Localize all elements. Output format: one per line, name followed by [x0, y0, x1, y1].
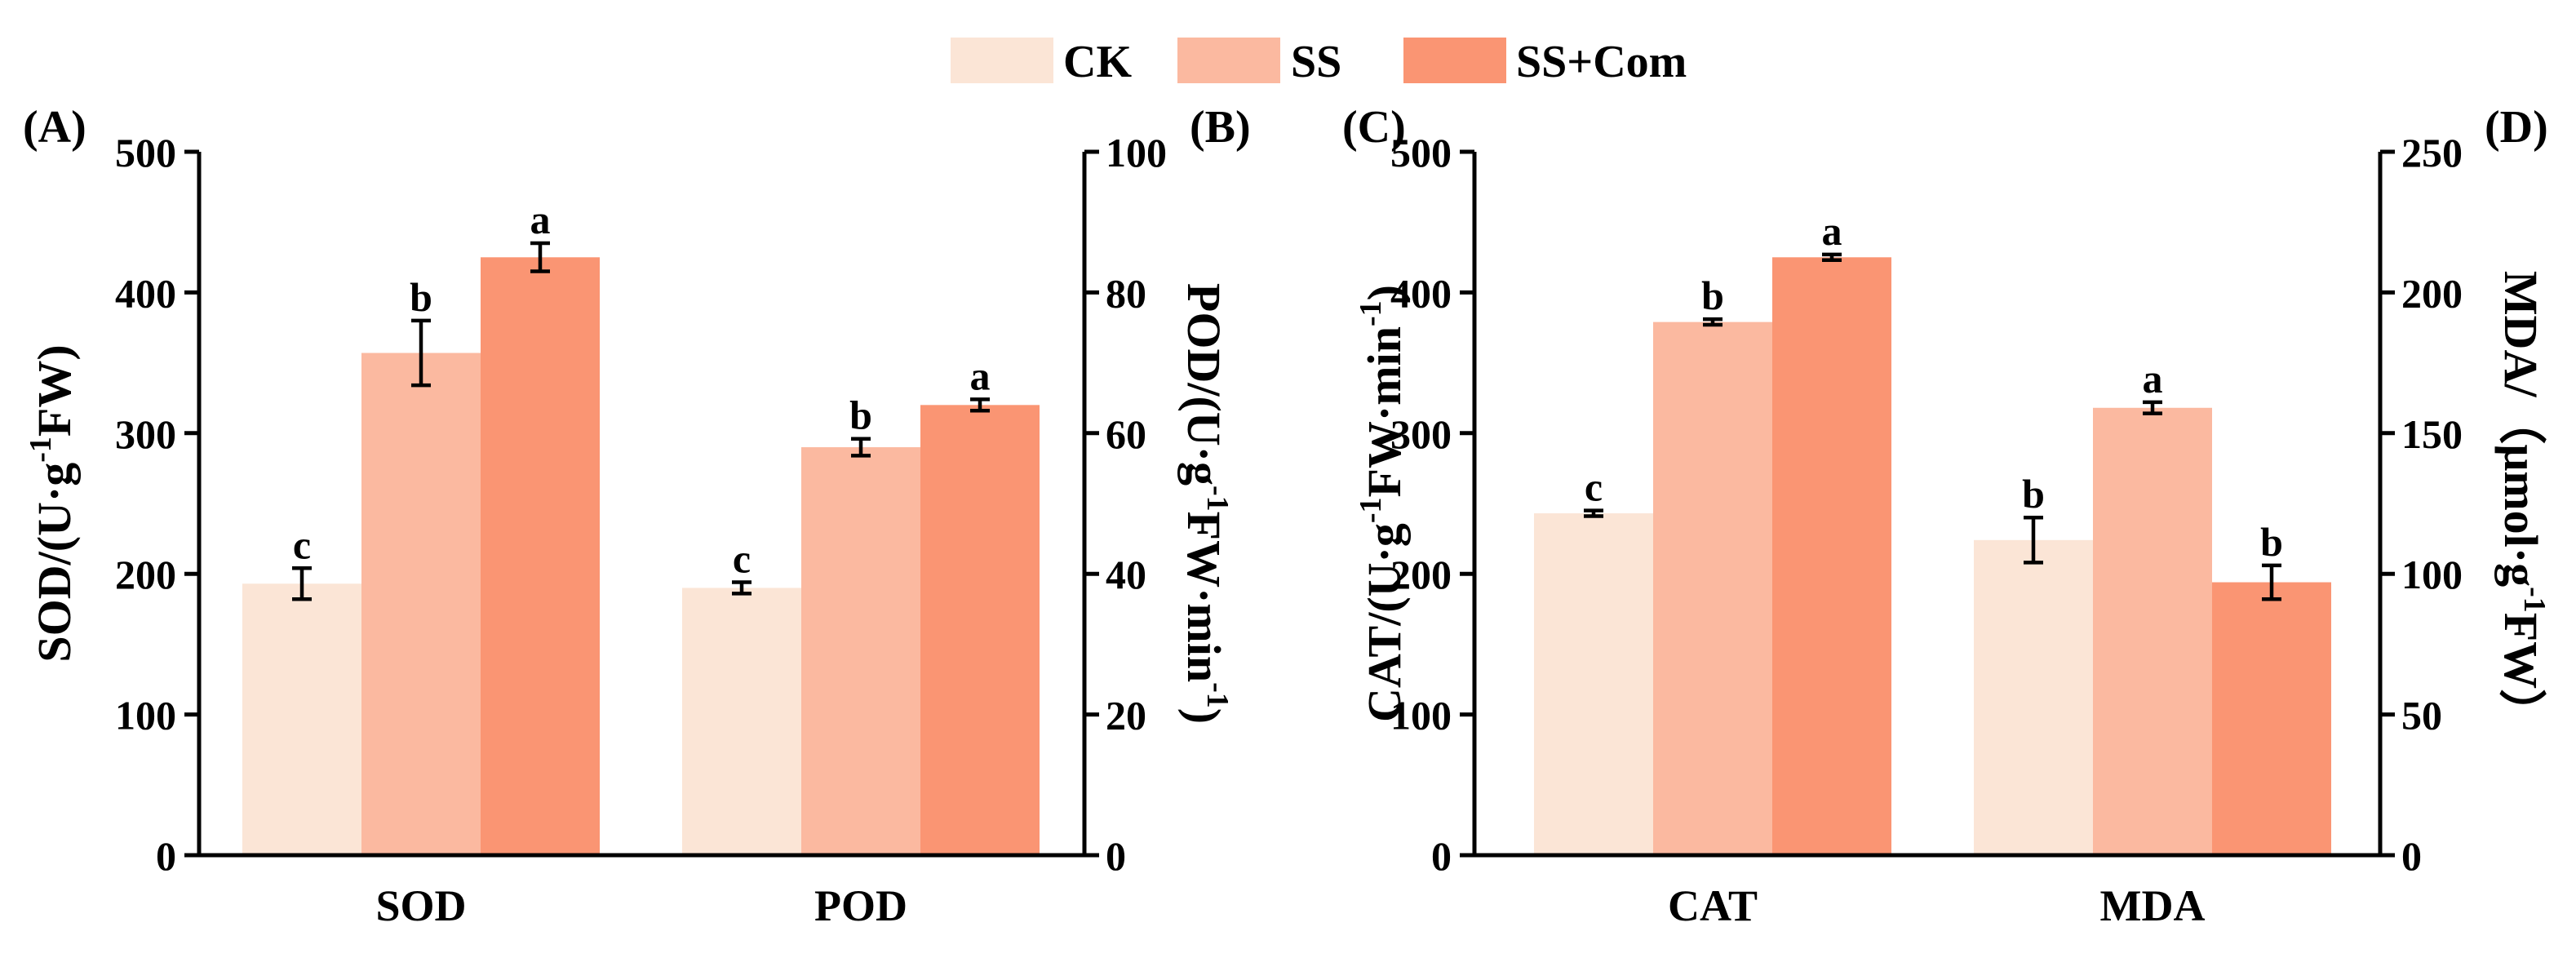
bar-pod-ss-com: [920, 405, 1040, 855]
significance-letter-cat-ss-com: a: [1822, 208, 1842, 254]
left-axis-tick-label: 300: [115, 411, 176, 457]
significance-letter-pod-ck: c: [733, 536, 751, 582]
significance-letter-sod-ck: c: [293, 521, 311, 567]
legend-label-ss-com: SS+Com: [1516, 37, 1687, 87]
right-axis-tick-label: 200: [2401, 270, 2463, 316]
error-bar-mda-ck: [2024, 515, 2043, 565]
right-axis-tick-label: 250: [2401, 130, 2463, 175]
error-bar-pod-ss: [851, 437, 871, 458]
bar-mda-ck: [1974, 539, 2093, 855]
x-category-label-mda: MDA: [2100, 881, 2206, 930]
error-bar-mda-ss: [2143, 400, 2162, 415]
significance-letter-cat-ck: c: [1585, 464, 1603, 510]
significance-letter-mda-ss: a: [2143, 356, 2163, 401]
bar-cat-ss: [1653, 322, 1772, 855]
bar-mda-ss-com: [2212, 582, 2331, 855]
significance-letter-sod-ss-com: a: [530, 197, 551, 242]
left-axis-tick-label: 0: [1431, 833, 1452, 879]
error-bar-pod-ck: [732, 580, 752, 596]
right-axis-tick-label: 0: [1106, 833, 1126, 879]
error-bar-cat-ck: [1584, 508, 1603, 518]
bar-mda-ss: [2093, 407, 2212, 855]
bar-pod-ck: [682, 588, 801, 855]
bar-sod-ss-com: [481, 257, 600, 855]
left-axis-title: SOD/(U·g-1FW): [24, 344, 81, 662]
right-axis-tick-label: 20: [1106, 693, 1146, 738]
x-category-label-cat: CAT: [1668, 881, 1758, 930]
right-axis-title: POD/(U·g-1FW·min-1): [1177, 283, 1235, 724]
left-axis-tick-label: 200: [1390, 552, 1452, 597]
panel-label-a: (A): [23, 102, 86, 153]
left-axis-tick-label: 100: [115, 693, 176, 738]
left-axis-tick-label: 400: [115, 270, 176, 316]
bar-pod-ss: [801, 447, 920, 855]
right-axis-tick-label: 40: [1106, 552, 1146, 597]
left-axis-tick-label: 0: [156, 833, 176, 879]
significance-letter-mda-ss-com: b: [2260, 519, 2283, 565]
legend-swatch-ss-com: [1403, 38, 1506, 83]
error-bar-pod-ss-com: [970, 397, 990, 413]
error-bar-mda-ss-com: [2262, 563, 2281, 601]
legend-swatch-ck: [951, 38, 1053, 83]
significance-letter-pod-ss-com: a: [970, 353, 991, 398]
error-bar-sod-ck: [292, 566, 312, 601]
right-axis-tick-label: 100: [1106, 130, 1167, 175]
error-bar-cat-ss: [1703, 317, 1723, 327]
legend: CK SS SS+Com: [951, 37, 1687, 87]
significance-letter-mda-ck: b: [2022, 471, 2045, 517]
panel-label-c: (C): [1342, 102, 1406, 153]
panel-label-b: (B): [1190, 102, 1251, 153]
panel-label-d: (D): [2485, 102, 2548, 153]
right-axis-tick-label: 60: [1106, 411, 1146, 457]
bar-sod-ss: [361, 353, 481, 856]
significance-letter-sod-ss: b: [410, 274, 432, 320]
right-axis-title: MDA/（μmol·g-1FW）: [2494, 271, 2552, 736]
error-bar-sod-ss: [411, 318, 431, 388]
left-axis-tick-label: 500: [115, 130, 176, 175]
chart-panel-sod-pod: c b a c b a 0 100 200 300 400 500 0 20 40 60 80 100 SOD POD…: [23, 102, 1251, 930]
right-axis-tick-label: 100: [2401, 552, 2463, 597]
left-axis-tick-label: 300: [1390, 411, 1452, 457]
right-axis-tick-label: 80: [1106, 270, 1146, 316]
legend-swatch-ss: [1177, 38, 1280, 83]
bar-cat-ck: [1534, 513, 1653, 855]
x-category-label-sod: SOD: [375, 881, 466, 930]
left-axis-tick-label: 500: [1390, 130, 1452, 175]
left-axis-title: CAT/(U·g-1FW·min-1): [1354, 285, 1411, 722]
left-axis-tick-label: 100: [1390, 693, 1452, 738]
bar-cat-ss-com: [1772, 257, 1891, 855]
left-axis-tick-label: 400: [1390, 270, 1452, 316]
error-bar-sod-ss-com: [530, 241, 550, 273]
legend-label-ss: SS: [1291, 37, 1341, 87]
bar-sod-ck: [242, 583, 361, 855]
chart-panel-cat-mda: c b a b a b 0 100 200 300 400 500 0 50 100 150 200 250 CAT…: [1342, 102, 2552, 930]
right-axis-tick-label: 0: [2401, 833, 2422, 879]
x-category-label-pod: POD: [814, 881, 907, 930]
error-bar-cat-ss-com: [1822, 252, 1842, 262]
legend-label-ck: CK: [1063, 37, 1132, 87]
significance-letter-cat-ss: b: [1701, 273, 1724, 318]
right-axis-tick-label: 150: [2401, 411, 2463, 457]
significance-letter-pod-ss: b: [849, 393, 872, 438]
right-axis-tick-label: 50: [2401, 693, 2442, 738]
left-axis-tick-label: 200: [115, 552, 176, 597]
